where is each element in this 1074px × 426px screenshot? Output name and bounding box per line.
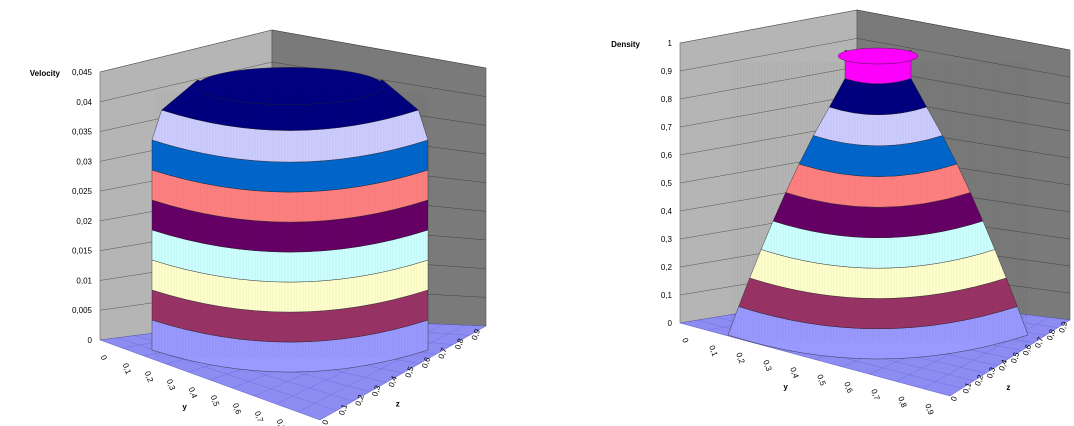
z-axis-tick-label: 0,7 — [437, 346, 449, 360]
z-axis-tick-label: 0,1 — [961, 381, 973, 395]
z-tick-label: 0,9 — [661, 67, 673, 76]
z-tick-label: 0,015 — [72, 247, 93, 256]
y-tick-label: 0 — [99, 354, 109, 362]
y-tick-label: 0,5 — [209, 394, 221, 408]
z-tick-label: 0,2 — [661, 263, 673, 272]
y-tick-label: 0,7 — [869, 388, 881, 402]
z-tick-label: 0,04 — [76, 98, 92, 107]
z-axis-tick-label: 0 — [320, 418, 330, 426]
z-axis-tick-label: 0,3 — [985, 366, 997, 380]
z-tick-label: 1 — [668, 39, 673, 48]
y-tick-label: 0,2 — [143, 370, 155, 384]
z-tick-label: 0,3 — [661, 235, 673, 244]
floor-grid — [922, 317, 1049, 389]
z-axis-title: Velocity — [30, 69, 61, 78]
z-axis-tick-label: 0,5 — [1009, 350, 1021, 364]
z-tick-label: 0 — [88, 336, 93, 345]
surface-top — [837, 47, 919, 65]
z-axis-tick-label: 0,5 — [403, 365, 415, 379]
z-axis-tick-label: 0,7 — [1033, 335, 1045, 349]
y-tick-label: 0,6 — [231, 402, 243, 416]
z-tick-label: 0,4 — [661, 207, 673, 216]
surface-top — [196, 67, 384, 105]
z-tick-label: 0,035 — [72, 128, 93, 137]
z-tick-label: 0,8 — [661, 95, 673, 104]
z-tick-label: 0,005 — [72, 306, 93, 315]
z-tick-label: 0 — [668, 319, 673, 328]
z-axis-title: Density — [611, 40, 640, 49]
z-tick-label: 0,03 — [76, 157, 92, 166]
y-tick-label: 0,4 — [788, 366, 800, 380]
z-axis-tick-label: 0,4 — [997, 358, 1009, 372]
z-axis-name: z — [1006, 383, 1010, 392]
y-tick-label: 0,5 — [815, 373, 827, 387]
y-tick-label: 0,4 — [187, 386, 199, 400]
z-axis-tick-label: 0,3 — [370, 384, 382, 398]
z-tick-label: 0,01 — [76, 276, 92, 285]
z-tick-label: 0,02 — [76, 217, 92, 226]
y-tick-label: 0,8 — [275, 418, 287, 426]
y-tick-label: 0,3 — [165, 378, 177, 392]
z-axis-tick-label: 0,2 — [973, 373, 985, 387]
y-tick-label: 0 — [680, 337, 690, 345]
velocity-surface-chart: 0 0,005 0,01 0,015 0,02 0,025 0,03 0,035 0,04 0,0… — [30, 29, 487, 426]
x-axis-title: y — [783, 383, 788, 392]
gridline — [856, 9, 1071, 51]
gridline — [271, 29, 487, 69]
z-axis-tick-label: 0,6 — [420, 355, 432, 369]
gridline — [679, 94, 858, 128]
z-tick-label: 0,045 — [72, 68, 93, 77]
z-tick-label: 0,7 — [661, 123, 673, 132]
z-tick-label: 0,025 — [72, 187, 93, 196]
gridline — [679, 9, 858, 44]
y-tick-label: 0,7 — [253, 410, 265, 424]
y-tick-label: 0,8 — [896, 395, 908, 409]
y-tick-label: 0,9 — [923, 402, 935, 416]
y-tick-label: 0,1 — [707, 344, 719, 358]
z-axis-name: z — [396, 400, 400, 409]
density-surface-chart: 00,10,20,30,40,50,60,70,80,91Density00,1… — [611, 9, 1071, 417]
z-tick-label: 0,1 — [661, 291, 673, 300]
x-axis-title: y — [182, 403, 187, 412]
z-axis-tick-label: 0,6 — [1021, 343, 1033, 357]
floor-grid — [297, 325, 465, 413]
y-tick-label: 0,6 — [842, 381, 854, 395]
gridline — [679, 38, 858, 72]
y-tick-label: 0,3 — [761, 359, 773, 373]
z-axis-tick-label: 0,8 — [453, 337, 465, 351]
y-tick-label: 0,1 — [121, 362, 133, 376]
z-axis-tick-label: 0,8 — [1045, 328, 1057, 342]
z-tick-label: 0,6 — [661, 151, 673, 160]
z-axis-tick-label: 0,4 — [387, 374, 399, 388]
z-axis-tick-label: 0,2 — [354, 393, 366, 407]
z-axis-tick-label: 0,1 — [337, 402, 349, 416]
y-tick-label: 0,2 — [734, 351, 746, 365]
z-axis-tick-label: 0 — [949, 395, 959, 403]
z-axis-tick-label: 0,9 — [470, 327, 482, 341]
gridline — [679, 66, 858, 100]
gridline — [856, 38, 1071, 78]
gridline — [99, 29, 273, 73]
z-tick-label: 0,5 — [661, 179, 673, 188]
gridline — [99, 61, 273, 103]
z-axis-tick-label: 0,9 — [1057, 320, 1069, 334]
